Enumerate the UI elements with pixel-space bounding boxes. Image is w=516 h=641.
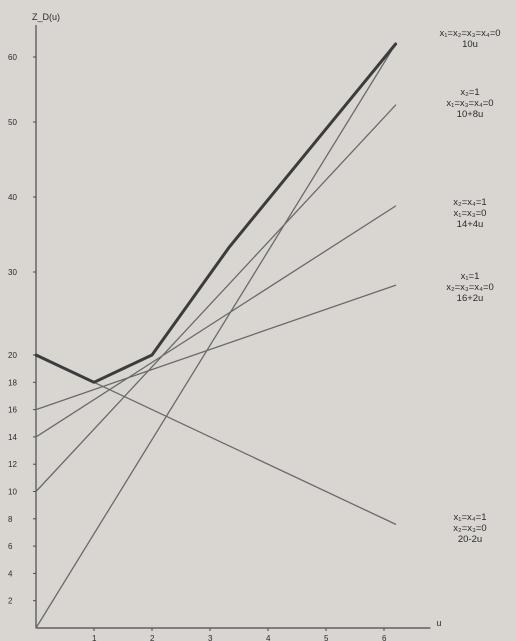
y-tick-label: 50 [8, 118, 17, 127]
series-condition-label: x₂=x₃=x₄=0 [446, 282, 494, 293]
y-tick-label: 4 [8, 569, 13, 578]
y-tick-label: 12 [8, 460, 17, 469]
y-tick-label: 6 [8, 542, 13, 551]
y-tick-label: 16 [8, 406, 17, 415]
series-annotation-4: x₁=1x₂=x₃=x₄=016+2u [446, 271, 494, 304]
series-annotation-2: x₂=1x₁=x₃=x₄=010+8u [446, 87, 493, 120]
upper-envelope-line [34, 42, 398, 384]
series-formula-label: 20-2u [458, 534, 482, 545]
series-lines [35, 43, 397, 629]
series-line-3 [35, 205, 397, 438]
y-tick-label: 20 [8, 351, 17, 360]
series-annotation-3: x₂=x₄=1x₁=x₃=014+4u [453, 197, 486, 230]
series-formula-label: 14+4u [457, 219, 484, 230]
series-condition-label: x₁=x₃=x₄=0 [446, 98, 493, 109]
x-tick-label: 5 [324, 634, 329, 641]
series-condition-label: x₁=x₂=x₃=x₄=0 [439, 28, 500, 39]
series-line-5 [35, 354, 397, 525]
y-tick-label: 2 [8, 597, 13, 606]
series-formula-label: 16+2u [457, 293, 484, 304]
x-tick-label: 6 [382, 634, 387, 641]
series-condition-label: x₂=x₃=0 [453, 523, 486, 534]
x-tick-label: 3 [208, 634, 213, 641]
series-annotation-5: x₁=x₄=1x₂=x₃=020-2u [453, 512, 486, 545]
y-tick-label: 30 [8, 268, 17, 277]
y-tick-label: 40 [8, 193, 17, 202]
series-condition-label: x₁=x₄=1 [454, 512, 487, 523]
y-tick-label: 14 [8, 433, 17, 442]
series-condition-label: x₂=1 [460, 87, 479, 98]
series-condition-label: x₂=x₄=1 [453, 197, 486, 208]
x-tick-label: 1 [92, 634, 97, 641]
series-formula-label: 10u [462, 39, 478, 50]
series-line-4 [35, 284, 397, 411]
series-line-2 [35, 104, 397, 493]
y-tick-label: 8 [8, 515, 13, 524]
x-tick-label: 2 [150, 634, 155, 641]
y-axis-title: Z_D(u) [32, 12, 60, 22]
series-condition-label: x₁=x₃=0 [454, 208, 487, 219]
upper-envelope [34, 42, 398, 384]
y-tick-label: 60 [8, 53, 17, 62]
series-line-1 [35, 43, 397, 629]
series-formula-label: 10+8u [457, 109, 484, 120]
series-condition-label: x₁=1 [461, 271, 480, 282]
y-tick-label: 10 [8, 488, 17, 497]
y-tick-label: 18 [8, 378, 17, 387]
x-axis-title: u [436, 618, 441, 628]
x-tick-label: 4 [266, 634, 271, 641]
